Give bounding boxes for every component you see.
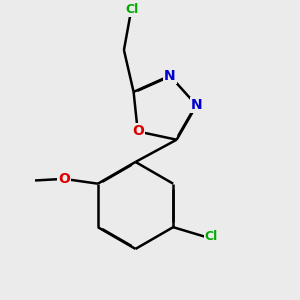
Text: N: N (191, 98, 202, 112)
Text: Cl: Cl (205, 230, 218, 243)
Text: O: O (132, 124, 144, 138)
Text: N: N (164, 69, 176, 83)
Text: O: O (58, 172, 70, 186)
Text: Cl: Cl (125, 3, 139, 16)
